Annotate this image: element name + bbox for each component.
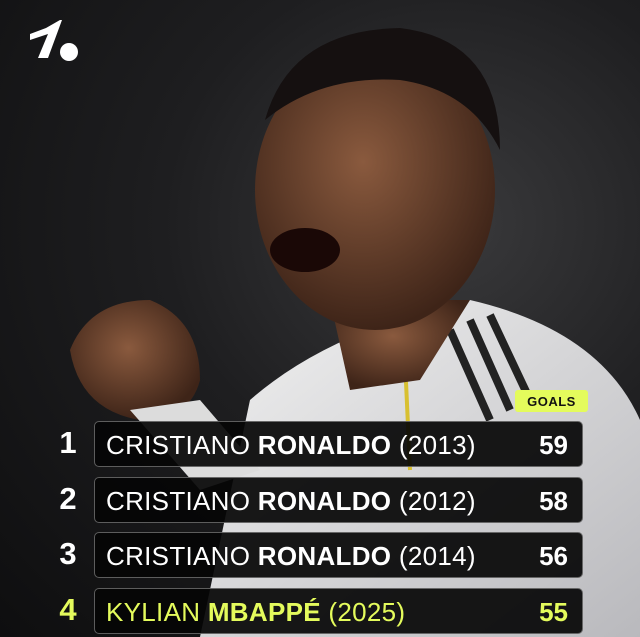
leaderboard-row: 1 CRISTIANO RONALDO (2013) 59 <box>0 421 640 467</box>
goals-value: 55 <box>539 597 568 627</box>
player-name: CRISTIANO RONALDO (2013) <box>106 430 476 460</box>
player-name: CRISTIANO RONALDO (2014) <box>106 541 476 571</box>
row-box: CRISTIANO RONALDO (2014) 56 <box>94 532 583 578</box>
rank-number: 1 <box>59 425 77 460</box>
player-name: CRISTIANO RONALDO (2012) <box>106 486 476 516</box>
rank-number: 2 <box>59 481 77 516</box>
rank-number: 3 <box>59 536 77 571</box>
player-name: KYLIAN MBAPPÉ (2025) <box>106 597 406 627</box>
goals-value: 58 <box>539 486 568 516</box>
rank-number: 4 <box>59 592 77 627</box>
goals-column-badge: GOALS <box>515 390 588 412</box>
row-box: CRISTIANO RONALDO (2012) 58 <box>94 477 583 523</box>
goals-value: 56 <box>539 541 568 571</box>
row-box: KYLIAN MBAPPÉ (2025) 55 <box>94 588 583 634</box>
leaderboard-row: 3 CRISTIANO RONALDO (2014) 56 <box>0 532 640 578</box>
leaderboard-row: 2 CRISTIANO RONALDO (2012) 58 <box>0 477 640 523</box>
leaderboard-row-highlighted: 4 KYLIAN MBAPPÉ (2025) 55 <box>0 588 640 634</box>
brand-logo <box>30 20 78 61</box>
row-box: CRISTIANO RONALDO (2013) 59 <box>94 421 583 467</box>
goals-value: 59 <box>539 430 568 460</box>
